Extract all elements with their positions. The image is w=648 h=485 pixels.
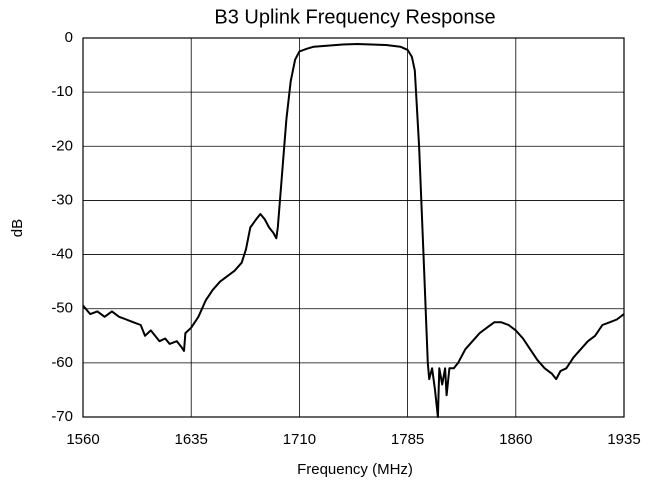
x-tick-label: 1560 (66, 431, 99, 448)
y-tick-label: -20 (51, 137, 73, 154)
y-axis-label: dB (9, 219, 26, 237)
plot-frame (82, 37, 625, 418)
x-tick-label: 1935 (607, 431, 640, 448)
x-tick-label: 1860 (499, 431, 532, 448)
y-tick-label: 0 (65, 29, 73, 46)
y-tick-label: -10 (51, 83, 73, 100)
chart-title: B3 Uplink Frequency Response (214, 6, 495, 28)
y-tick-label: -40 (51, 246, 73, 263)
y-tick-label: -30 (51, 191, 73, 208)
x-tick-label: 1635 (175, 431, 208, 448)
y-tick-label: -70 (51, 408, 73, 425)
x-axis-label: Frequency (MHz) (297, 461, 413, 478)
y-tick-label: -60 (51, 354, 73, 371)
y-tick-label: -50 (51, 300, 73, 317)
line (82, 43, 625, 418)
x-tick-label: 1710 (283, 431, 316, 448)
x-tick-label: 1785 (391, 431, 424, 448)
